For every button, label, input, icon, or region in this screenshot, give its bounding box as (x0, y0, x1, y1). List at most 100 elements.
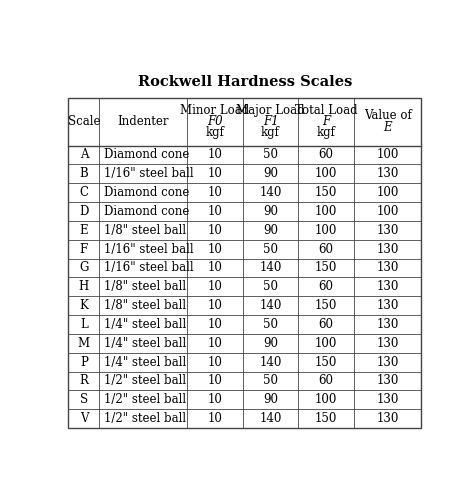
Text: 130: 130 (376, 393, 399, 406)
Text: 60: 60 (319, 148, 334, 161)
Text: Major Load: Major Load (236, 104, 305, 117)
Text: 10: 10 (207, 261, 222, 275)
Text: 140: 140 (259, 261, 282, 275)
Text: 10: 10 (207, 280, 222, 293)
Text: 130: 130 (376, 337, 399, 350)
Text: 130: 130 (376, 167, 399, 180)
Text: G: G (79, 261, 89, 275)
Text: 50: 50 (263, 148, 278, 161)
Text: Diamond cone: Diamond cone (104, 186, 189, 199)
Text: 140: 140 (259, 412, 282, 425)
Text: V: V (80, 412, 88, 425)
Text: 1/4" steel ball: 1/4" steel ball (104, 356, 186, 368)
Text: 90: 90 (263, 224, 278, 237)
Text: 10: 10 (207, 148, 222, 161)
Text: 130: 130 (376, 243, 399, 256)
Text: F: F (80, 243, 88, 256)
Text: E: E (80, 224, 88, 237)
Text: B: B (80, 167, 88, 180)
Text: Rockwell Hardness Scales: Rockwell Hardness Scales (137, 75, 352, 89)
Text: 130: 130 (376, 318, 399, 331)
Text: 50: 50 (263, 243, 278, 256)
Text: Indenter: Indenter (118, 115, 169, 128)
Text: 60: 60 (319, 318, 334, 331)
Text: A: A (80, 148, 88, 161)
Text: L: L (80, 318, 88, 331)
Text: F0: F0 (207, 115, 223, 128)
Text: Value of: Value of (364, 109, 411, 122)
Text: 1/16" steel ball: 1/16" steel ball (104, 261, 193, 275)
Text: 100: 100 (315, 167, 337, 180)
Text: 10: 10 (207, 243, 222, 256)
Text: 100: 100 (315, 224, 337, 237)
Text: 130: 130 (376, 356, 399, 368)
Text: E: E (383, 121, 392, 134)
Text: 50: 50 (263, 318, 278, 331)
Text: 10: 10 (207, 318, 222, 331)
Text: kgf: kgf (261, 126, 280, 139)
Text: 130: 130 (376, 224, 399, 237)
Text: 140: 140 (259, 356, 282, 368)
Text: 60: 60 (319, 243, 334, 256)
Text: 100: 100 (315, 393, 337, 406)
Text: 1/8" steel ball: 1/8" steel ball (104, 299, 186, 312)
Text: 130: 130 (376, 412, 399, 425)
Text: 1/8" steel ball: 1/8" steel ball (104, 224, 186, 237)
Text: 10: 10 (207, 167, 222, 180)
Text: 150: 150 (315, 299, 337, 312)
Text: 10: 10 (207, 337, 222, 350)
Text: 1/2" steel ball: 1/2" steel ball (104, 393, 186, 406)
Text: 60: 60 (319, 374, 334, 387)
Text: K: K (80, 299, 88, 312)
Text: 140: 140 (259, 186, 282, 199)
Text: 150: 150 (315, 356, 337, 368)
Text: 90: 90 (263, 167, 278, 180)
Text: Total Load: Total Load (295, 104, 357, 117)
Text: 130: 130 (376, 280, 399, 293)
Text: 10: 10 (207, 356, 222, 368)
Text: 100: 100 (376, 148, 399, 161)
Text: 50: 50 (263, 374, 278, 387)
Text: 10: 10 (207, 393, 222, 406)
Text: 90: 90 (263, 393, 278, 406)
Text: F1: F1 (263, 115, 278, 128)
Text: 10: 10 (207, 224, 222, 237)
Text: 10: 10 (207, 374, 222, 387)
Text: 10: 10 (207, 186, 222, 199)
Text: F: F (322, 115, 330, 128)
Text: 130: 130 (376, 261, 399, 275)
Text: 90: 90 (263, 205, 278, 218)
Text: 150: 150 (315, 412, 337, 425)
Text: 10: 10 (207, 412, 222, 425)
Text: P: P (80, 356, 88, 368)
Text: 60: 60 (319, 280, 334, 293)
Text: 100: 100 (315, 205, 337, 218)
Text: S: S (80, 393, 88, 406)
Text: 100: 100 (376, 205, 399, 218)
Text: 100: 100 (315, 337, 337, 350)
Text: Diamond cone: Diamond cone (104, 148, 189, 161)
Text: 90: 90 (263, 337, 278, 350)
Text: M: M (78, 337, 90, 350)
Text: R: R (80, 374, 88, 387)
Text: 150: 150 (315, 186, 337, 199)
Text: 1/8" steel ball: 1/8" steel ball (104, 280, 186, 293)
Text: 1/2" steel ball: 1/2" steel ball (104, 374, 186, 387)
Text: 150: 150 (315, 261, 337, 275)
Text: H: H (79, 280, 89, 293)
Text: Diamond cone: Diamond cone (104, 205, 189, 218)
Text: 1/16" steel ball: 1/16" steel ball (104, 243, 193, 256)
Text: Minor Load: Minor Load (180, 104, 249, 117)
Text: 1/16" steel ball: 1/16" steel ball (104, 167, 193, 180)
Text: C: C (80, 186, 89, 199)
Text: 140: 140 (259, 299, 282, 312)
Text: 130: 130 (376, 299, 399, 312)
Text: 100: 100 (376, 186, 399, 199)
Bar (68, 98, 421, 428)
Text: 1/4" steel ball: 1/4" steel ball (104, 337, 186, 350)
Text: 130: 130 (376, 374, 399, 387)
Text: 1/4" steel ball: 1/4" steel ball (104, 318, 186, 331)
Text: D: D (79, 205, 89, 218)
Text: 50: 50 (263, 280, 278, 293)
Text: kgf: kgf (205, 126, 224, 139)
